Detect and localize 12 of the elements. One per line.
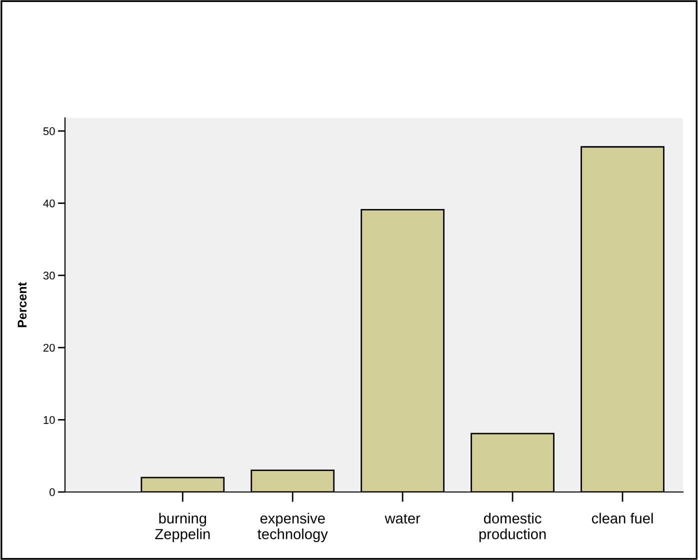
y-tick-label: 10 <box>44 416 55 424</box>
y-tick-label: 20 <box>43 344 55 352</box>
x-tick-label: clean fuel <box>592 512 653 524</box>
y-tick-label: 30 <box>43 272 55 280</box>
y-tick-label: 50 <box>43 127 55 136</box>
x-tick-label: domestic production <box>479 512 546 542</box>
x-tick-label: expensive technology <box>258 512 328 542</box>
y-axis-title: Percent <box>18 282 27 328</box>
x-tick-label: water <box>384 514 420 524</box>
y-tick-label: 40 <box>43 199 55 208</box>
x-tick-label: burning Zeppelin <box>155 512 210 542</box>
y-tick-label: 0 <box>50 488 55 496</box>
